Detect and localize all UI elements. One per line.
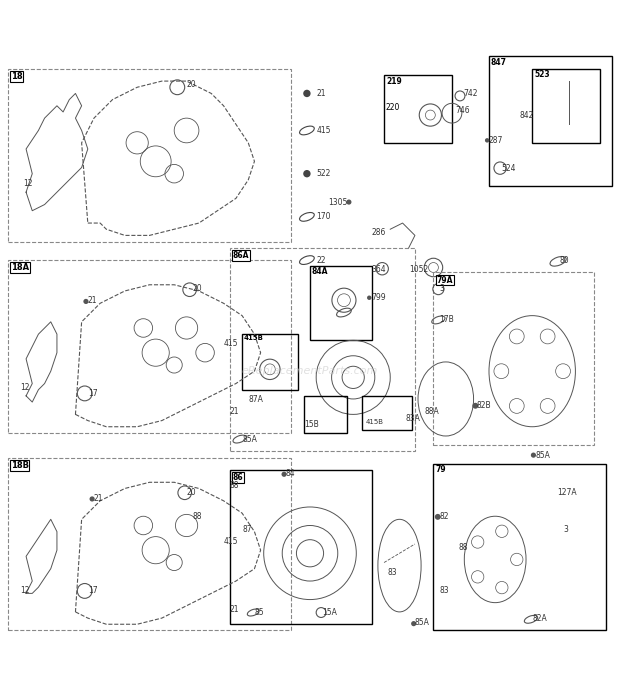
Text: 79: 79 bbox=[435, 465, 446, 474]
Text: 170: 170 bbox=[316, 212, 330, 221]
Text: 524: 524 bbox=[502, 164, 516, 173]
Text: 287: 287 bbox=[489, 136, 503, 145]
Text: 20: 20 bbox=[193, 284, 202, 293]
Text: 1305: 1305 bbox=[329, 198, 348, 207]
Text: 87: 87 bbox=[242, 525, 252, 534]
Text: 415B: 415B bbox=[366, 419, 384, 425]
Text: 85: 85 bbox=[254, 608, 264, 617]
Text: 22: 22 bbox=[316, 256, 326, 265]
Text: 84: 84 bbox=[285, 469, 295, 478]
Text: 1052: 1052 bbox=[409, 265, 428, 274]
Text: 3: 3 bbox=[440, 284, 445, 293]
Circle shape bbox=[435, 514, 441, 520]
Circle shape bbox=[411, 621, 416, 626]
Text: 85A: 85A bbox=[415, 618, 430, 627]
Circle shape bbox=[89, 496, 95, 502]
Text: 746: 746 bbox=[455, 106, 470, 115]
Text: 83A: 83A bbox=[405, 414, 420, 423]
Text: 79A: 79A bbox=[436, 276, 453, 285]
Text: 83: 83 bbox=[387, 568, 397, 577]
Circle shape bbox=[83, 299, 89, 304]
Text: 21: 21 bbox=[230, 407, 239, 416]
Text: 82A: 82A bbox=[532, 614, 547, 623]
Text: 742: 742 bbox=[463, 89, 477, 98]
Text: 219: 219 bbox=[386, 77, 402, 86]
Text: 12: 12 bbox=[20, 383, 29, 392]
Text: 15A: 15A bbox=[322, 608, 337, 617]
Circle shape bbox=[347, 200, 352, 204]
Circle shape bbox=[303, 89, 311, 97]
Text: 3: 3 bbox=[563, 525, 568, 534]
Text: 18A: 18A bbox=[11, 263, 29, 272]
Text: 523: 523 bbox=[534, 70, 550, 79]
Text: 220: 220 bbox=[386, 103, 401, 112]
Text: 82B: 82B bbox=[477, 401, 491, 410]
Text: 17: 17 bbox=[88, 586, 97, 595]
Text: 88: 88 bbox=[458, 543, 467, 552]
Text: 83: 83 bbox=[440, 586, 450, 595]
Text: 415: 415 bbox=[224, 537, 238, 546]
Text: 17B: 17B bbox=[440, 315, 454, 324]
Text: 21: 21 bbox=[88, 297, 97, 306]
Text: 127A: 127A bbox=[557, 488, 577, 497]
Text: 18B: 18B bbox=[11, 461, 29, 470]
Text: 415: 415 bbox=[316, 126, 330, 135]
Text: 286: 286 bbox=[372, 229, 386, 238]
Circle shape bbox=[303, 170, 311, 177]
Text: 415: 415 bbox=[224, 340, 238, 349]
Circle shape bbox=[485, 138, 489, 143]
Text: 86: 86 bbox=[233, 473, 244, 482]
Text: 80: 80 bbox=[560, 256, 570, 265]
Text: 85A: 85A bbox=[535, 450, 550, 459]
Text: 21: 21 bbox=[94, 494, 104, 503]
Text: 82: 82 bbox=[440, 512, 449, 521]
Text: 84A: 84A bbox=[311, 267, 328, 277]
Circle shape bbox=[367, 295, 371, 300]
Text: 18: 18 bbox=[11, 72, 22, 81]
Text: 21: 21 bbox=[316, 89, 326, 98]
Text: 88: 88 bbox=[230, 482, 239, 491]
Text: 847: 847 bbox=[491, 58, 507, 67]
Text: 364: 364 bbox=[372, 265, 386, 274]
Circle shape bbox=[281, 472, 286, 477]
Circle shape bbox=[531, 453, 536, 457]
Text: 522: 522 bbox=[316, 169, 330, 178]
Text: 86A: 86A bbox=[233, 251, 249, 260]
Text: 87A: 87A bbox=[248, 395, 263, 404]
Text: 842: 842 bbox=[520, 111, 534, 120]
Text: 88: 88 bbox=[193, 512, 202, 521]
Text: 85A: 85A bbox=[242, 435, 257, 444]
Text: 12: 12 bbox=[20, 586, 29, 595]
Text: 799: 799 bbox=[372, 293, 386, 302]
Text: 20: 20 bbox=[187, 488, 196, 497]
Text: 12: 12 bbox=[23, 179, 32, 188]
Circle shape bbox=[472, 403, 479, 409]
Text: 88A: 88A bbox=[424, 407, 439, 416]
Text: eReplacementParts.com: eReplacementParts.com bbox=[242, 366, 378, 376]
Text: 17: 17 bbox=[88, 389, 97, 398]
Text: 20: 20 bbox=[187, 80, 196, 89]
Text: 415B: 415B bbox=[243, 335, 264, 342]
Text: 21: 21 bbox=[230, 605, 239, 614]
Text: 15B: 15B bbox=[304, 420, 319, 429]
